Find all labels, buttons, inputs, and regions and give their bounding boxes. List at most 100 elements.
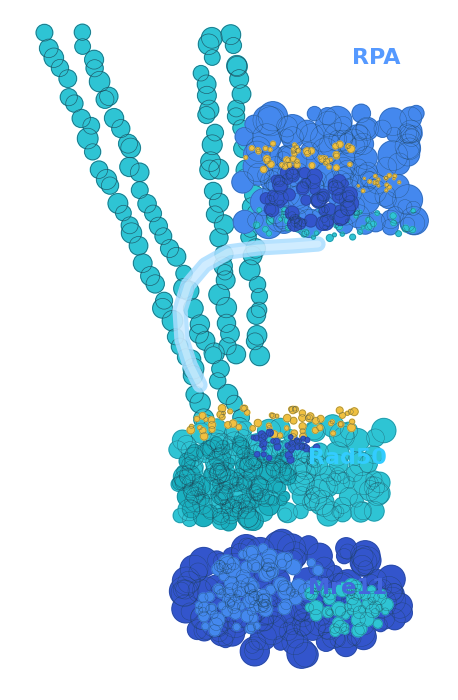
Circle shape — [278, 584, 294, 600]
Circle shape — [261, 584, 279, 602]
Circle shape — [289, 211, 296, 219]
Circle shape — [219, 621, 245, 646]
Circle shape — [349, 452, 373, 476]
Circle shape — [241, 538, 256, 554]
Circle shape — [334, 504, 351, 522]
Circle shape — [258, 591, 277, 610]
Circle shape — [199, 412, 206, 419]
Circle shape — [177, 435, 196, 454]
Circle shape — [228, 597, 241, 610]
Circle shape — [304, 580, 316, 593]
Circle shape — [262, 452, 266, 457]
Circle shape — [377, 157, 397, 177]
Circle shape — [286, 167, 298, 178]
Circle shape — [209, 426, 215, 433]
Circle shape — [233, 120, 249, 136]
Circle shape — [192, 475, 205, 487]
Circle shape — [241, 578, 257, 594]
Circle shape — [347, 145, 354, 153]
Circle shape — [340, 611, 354, 625]
Circle shape — [269, 187, 287, 204]
Circle shape — [319, 192, 327, 201]
Circle shape — [174, 470, 193, 489]
Circle shape — [362, 598, 373, 609]
Circle shape — [366, 429, 384, 447]
Circle shape — [295, 586, 316, 606]
Circle shape — [214, 485, 233, 504]
Circle shape — [234, 468, 245, 480]
Circle shape — [260, 440, 267, 447]
Circle shape — [243, 546, 258, 561]
Circle shape — [289, 407, 294, 412]
Circle shape — [333, 151, 339, 158]
Circle shape — [85, 50, 104, 69]
Circle shape — [333, 153, 339, 159]
Circle shape — [253, 222, 260, 229]
Circle shape — [197, 86, 216, 105]
Circle shape — [243, 246, 262, 265]
Circle shape — [211, 433, 232, 455]
Circle shape — [348, 162, 352, 167]
Circle shape — [184, 482, 205, 503]
Circle shape — [327, 165, 331, 169]
Circle shape — [331, 431, 336, 435]
Circle shape — [338, 160, 357, 179]
Circle shape — [329, 423, 354, 447]
Circle shape — [341, 592, 358, 608]
Circle shape — [203, 607, 226, 630]
Circle shape — [398, 199, 412, 213]
Circle shape — [183, 365, 203, 385]
Circle shape — [334, 165, 339, 170]
Circle shape — [202, 622, 209, 630]
Circle shape — [392, 603, 412, 623]
Circle shape — [201, 433, 208, 440]
Circle shape — [273, 179, 300, 207]
Circle shape — [278, 146, 293, 161]
Circle shape — [322, 607, 333, 617]
Circle shape — [316, 632, 336, 651]
Circle shape — [238, 421, 252, 436]
Circle shape — [254, 564, 273, 582]
Circle shape — [323, 156, 327, 160]
Circle shape — [216, 578, 238, 600]
Circle shape — [257, 208, 262, 213]
Circle shape — [302, 178, 311, 186]
Circle shape — [281, 166, 294, 179]
Circle shape — [334, 116, 352, 134]
Circle shape — [275, 152, 291, 168]
Circle shape — [225, 598, 234, 608]
Circle shape — [249, 589, 257, 598]
Circle shape — [227, 557, 240, 570]
Circle shape — [288, 444, 295, 452]
Circle shape — [273, 482, 286, 494]
Circle shape — [358, 561, 373, 576]
Circle shape — [257, 167, 274, 183]
Circle shape — [224, 587, 234, 598]
Circle shape — [297, 181, 309, 193]
Circle shape — [181, 442, 199, 460]
Circle shape — [296, 148, 320, 172]
Circle shape — [149, 217, 167, 235]
Circle shape — [341, 180, 349, 187]
Circle shape — [301, 178, 311, 188]
Circle shape — [338, 422, 343, 426]
Circle shape — [314, 444, 320, 450]
Circle shape — [306, 592, 314, 600]
Circle shape — [328, 421, 333, 426]
Circle shape — [214, 215, 234, 235]
Circle shape — [311, 588, 318, 595]
Circle shape — [245, 584, 256, 595]
Circle shape — [248, 484, 261, 498]
Circle shape — [249, 457, 261, 470]
Circle shape — [387, 206, 403, 223]
Circle shape — [259, 452, 270, 463]
Circle shape — [258, 601, 268, 611]
Circle shape — [299, 444, 305, 450]
Circle shape — [267, 456, 272, 461]
Circle shape — [327, 234, 333, 241]
Circle shape — [333, 174, 346, 188]
Circle shape — [337, 141, 343, 148]
Circle shape — [254, 599, 267, 612]
Circle shape — [296, 120, 317, 141]
Circle shape — [235, 587, 245, 597]
